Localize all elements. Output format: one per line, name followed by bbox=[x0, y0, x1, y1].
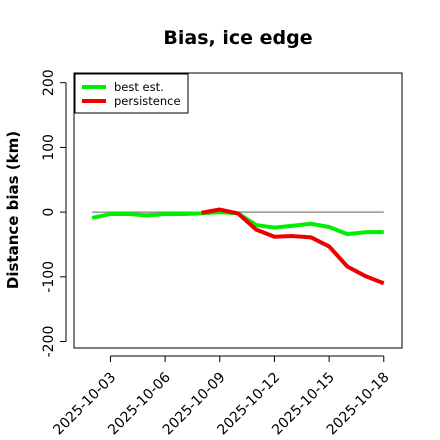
plot-area-frame bbox=[73, 72, 403, 349]
y-tick-label: -100 bbox=[41, 261, 57, 293]
y-tick-label: -200 bbox=[41, 326, 57, 358]
legend-entry: best est. bbox=[114, 80, 164, 94]
y-axis: -200 -100 0 100 200 bbox=[41, 69, 67, 358]
legend: best est.persistence bbox=[74, 73, 189, 114]
y-tick-label: 200 bbox=[41, 69, 57, 96]
chart-title: Bias, ice edge bbox=[163, 27, 312, 49]
series-layer bbox=[91, 207, 385, 286]
x-axis: 2025-10-032025-10-062025-10-092025-10-12… bbox=[50, 355, 393, 438]
y-tick-label: 0 bbox=[41, 208, 57, 217]
legend-box bbox=[74, 73, 189, 114]
series-line-persistence bbox=[201, 207, 385, 286]
y-tick-label: 100 bbox=[41, 134, 57, 161]
legend-entry: persistence bbox=[114, 94, 181, 108]
y-axis-label: Distance bias (km) bbox=[4, 131, 22, 289]
